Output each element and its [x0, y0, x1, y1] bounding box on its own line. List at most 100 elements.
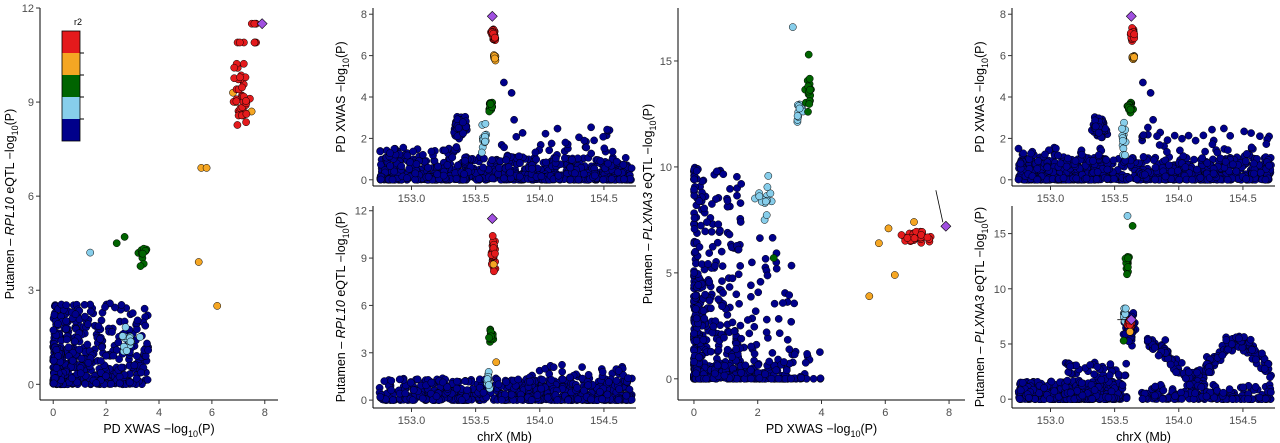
snp-point — [1188, 175, 1197, 184]
snp-point — [1244, 395, 1252, 403]
snp-point — [86, 248, 95, 257]
y-axis-title: Putamen – RPL10 eQTL −log10(P) — [334, 212, 351, 403]
snp-point — [388, 175, 397, 184]
snp-point — [1126, 105, 1135, 114]
snp-point — [481, 119, 490, 128]
snp-point — [600, 144, 609, 153]
snp-point — [620, 175, 628, 184]
snp-point — [489, 260, 498, 269]
snp-point — [250, 38, 259, 47]
snp-point — [723, 345, 732, 354]
snp-point — [566, 175, 575, 184]
snp-point — [690, 329, 698, 338]
snp-point — [83, 340, 92, 349]
snp-point — [1173, 166, 1182, 175]
snp-point — [1063, 376, 1072, 385]
snp-point — [1077, 379, 1086, 387]
snp-point — [1064, 154, 1072, 163]
snp-point — [537, 172, 546, 181]
snp-point — [732, 345, 740, 353]
x-tick-label: 153.0 — [1037, 193, 1065, 205]
x-tick-label: 154.5 — [590, 193, 618, 205]
snp-point — [787, 374, 795, 383]
snp-point — [238, 83, 246, 92]
snp-point — [137, 368, 145, 377]
y-tick-label: 0 — [28, 379, 34, 391]
snp-point — [1246, 335, 1255, 344]
snp-point — [1018, 378, 1027, 387]
snp-point — [865, 292, 874, 301]
snp-point — [608, 147, 617, 156]
snp-point — [242, 110, 251, 118]
snp-point — [532, 155, 541, 164]
snp-point — [699, 307, 708, 315]
snp-point — [553, 396, 562, 404]
data-points — [376, 25, 636, 184]
snp-point — [1205, 368, 1214, 377]
snp-point — [1090, 370, 1098, 379]
snp-point — [598, 368, 607, 376]
snp-point — [748, 258, 756, 267]
snp-point — [94, 322, 103, 331]
snp-point — [1130, 30, 1139, 39]
snp-point — [692, 167, 701, 175]
snp-point — [376, 393, 385, 401]
snp-point — [718, 262, 727, 270]
snp-point — [734, 270, 743, 279]
snp-point — [495, 164, 503, 172]
snp-point — [1054, 151, 1062, 160]
snp-point — [1226, 131, 1235, 140]
x-tick-label: 154.5 — [1229, 415, 1257, 427]
snp-point — [477, 148, 486, 157]
snp-point — [755, 374, 764, 383]
y-tick-label: 8 — [361, 9, 367, 21]
snp-point — [708, 200, 716, 208]
snp-point — [1184, 131, 1193, 140]
snp-point — [84, 320, 92, 329]
snp-point — [507, 89, 516, 97]
snp-point — [102, 372, 110, 380]
snp-point — [395, 375, 404, 384]
snp-point — [707, 227, 716, 236]
snp-point — [433, 170, 442, 179]
snp-point — [708, 242, 717, 251]
snp-point — [115, 372, 124, 381]
snp-point — [1241, 157, 1250, 166]
snp-point — [1251, 382, 1260, 391]
lead-snp-marker — [486, 213, 498, 225]
snp-point — [1094, 151, 1103, 159]
snp-point — [80, 300, 89, 309]
snp-point — [1163, 136, 1172, 144]
snp-point — [547, 375, 556, 384]
snp-point — [736, 321, 745, 330]
y-axis-title: PD XWAS −log10(P) — [973, 41, 990, 152]
snp-point — [700, 204, 709, 213]
snp-point — [587, 123, 595, 132]
snp-point — [1165, 161, 1173, 169]
x-axis-title: chrX (Mb) — [477, 430, 532, 443]
snp-point — [441, 146, 449, 155]
snp-point — [790, 299, 799, 308]
snp-point — [1110, 175, 1118, 183]
snp-point — [1090, 386, 1099, 394]
y-tick-label: 8 — [1000, 9, 1006, 21]
snp-point — [232, 97, 241, 106]
snp-point — [443, 161, 452, 169]
snp-point — [741, 361, 750, 370]
snp-point — [782, 366, 791, 375]
snp-point — [406, 158, 414, 167]
y-tick-label: 10 — [660, 162, 672, 174]
snp-point — [1176, 146, 1184, 155]
snp-point — [1033, 175, 1042, 184]
snp-point — [604, 159, 612, 168]
snp-point — [409, 386, 418, 394]
snp-point — [750, 349, 759, 358]
snp-point — [705, 296, 714, 305]
y-tick-label: 4 — [361, 92, 367, 104]
snp-point — [701, 290, 709, 299]
snp-point — [1260, 364, 1269, 373]
snp-point — [132, 374, 141, 383]
snp-point — [558, 375, 567, 384]
